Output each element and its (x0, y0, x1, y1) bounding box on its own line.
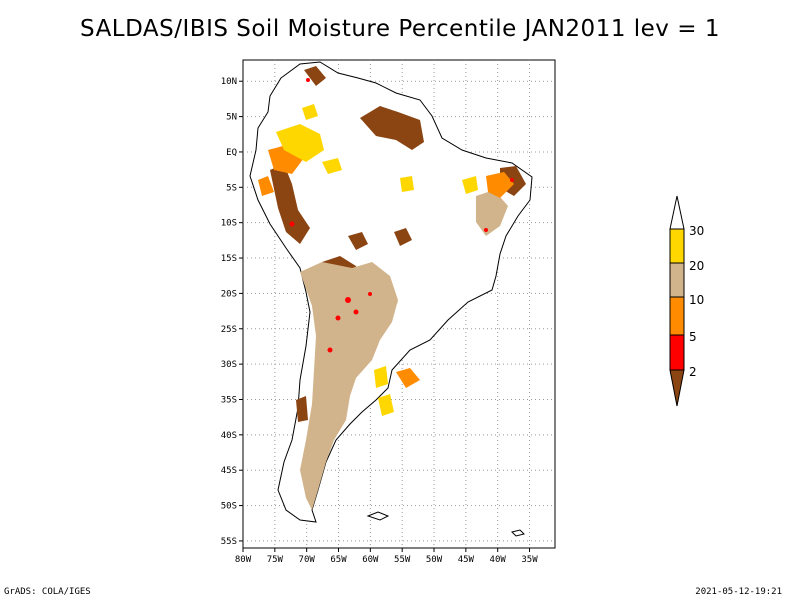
legend-20-30 (669, 228, 685, 264)
lat-tick-label: 15S (221, 254, 237, 264)
legend-label-30: 30 (689, 224, 704, 238)
legend-above-30 (669, 195, 685, 230)
lon-tick-label: 65W (330, 555, 347, 565)
lon-tick-label: 75W (267, 555, 284, 565)
lat-tick-label: 5N (226, 113, 237, 123)
legend-label-10: 10 (689, 293, 704, 307)
map-title: SALDAS/IBIS Soil Moisture Percentile JAN… (80, 16, 720, 42)
lon-tick-label: 60W (362, 555, 379, 565)
lat-tick-label: 5S (226, 183, 237, 193)
south-georgia (511, 529, 525, 537)
lon-tick-label: 80W (235, 555, 252, 565)
grads-credit: GrADS: COLA/IGES (4, 587, 91, 597)
lat-tick-label: 20S (221, 289, 237, 299)
class-5-areas (289, 78, 514, 353)
color-legend: 30 20 10 5 2 (669, 195, 704, 407)
timestamp: 2021-05-12-19:21 (695, 587, 782, 597)
falkland-islands (366, 511, 390, 521)
lon-tick-label: 70W (299, 555, 316, 565)
lat-tick-label: 50S (221, 502, 237, 512)
lat-tick-label: 10S (221, 219, 237, 229)
lat-tick-label: 40S (221, 431, 237, 441)
lat-tick-label: 45S (221, 466, 237, 476)
legend-below-2 (669, 369, 685, 407)
class-20-areas (300, 190, 508, 510)
lon-tick-label: 50W (426, 555, 443, 565)
lon-tick-label: 55W (394, 555, 411, 565)
legend-10-20 (669, 262, 685, 298)
lat-tick-label: 55S (221, 537, 237, 547)
longitude-ticks: 80W 75W 70W 65W 60W 55W 50W 45W 40W 35W (235, 548, 538, 565)
lon-tick-label: 40W (490, 555, 507, 565)
legend-label-20: 20 (689, 259, 704, 273)
legend-5-10 (669, 296, 685, 336)
lat-tick-label: 30S (221, 360, 237, 370)
class-30-areas (276, 104, 478, 416)
lat-tick-label: EQ (226, 148, 237, 158)
legend-label-5: 5 (689, 330, 697, 344)
legend-2-5 (669, 334, 685, 371)
lon-tick-label: 45W (458, 555, 475, 565)
latitude-ticks: 10N 5N EQ 5S 10S 15S 20S 25S 30S 35S 40S 45S 50S 55S (221, 77, 243, 547)
lat-tick-label: 35S (221, 395, 237, 405)
lat-tick-label: 25S (221, 325, 237, 335)
lat-tick-label: 10N (221, 77, 237, 87)
legend-label-2: 2 (689, 365, 697, 379)
lon-tick-label: 35W (521, 555, 538, 565)
